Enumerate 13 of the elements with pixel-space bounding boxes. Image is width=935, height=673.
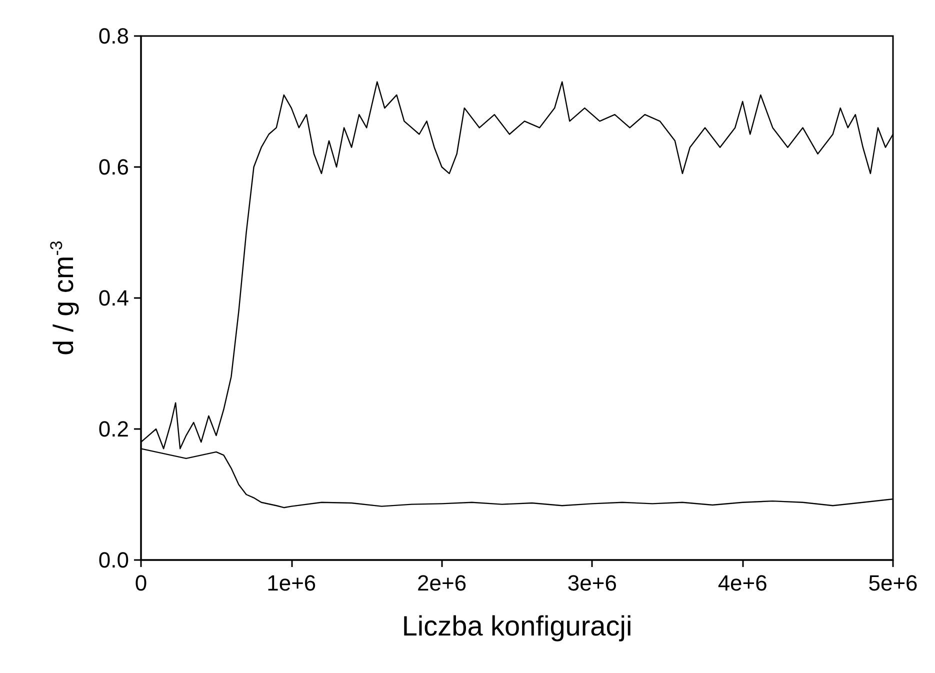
x-tick-label: 4e+6	[718, 570, 768, 596]
y-tick-label: 0.8	[98, 24, 129, 48]
y-tick-label: 0.6	[98, 154, 129, 180]
y-tick-label: 0.0	[98, 548, 129, 572]
x-tick-label: 2e+6	[417, 570, 467, 596]
x-tick-label: 0	[134, 570, 148, 596]
x-tick-label: 1e+6	[266, 570, 316, 596]
x-tick-label: 3e+6	[567, 570, 617, 596]
y-axis-title: d / g cm-3	[47, 240, 79, 356]
y-tick-label: 0.2	[98, 416, 129, 442]
x-axis-title: Liczba konfiguracji	[402, 610, 632, 642]
x-tick-label: 5e+6	[868, 570, 918, 596]
y-tick-label: 0.4	[98, 286, 129, 310]
